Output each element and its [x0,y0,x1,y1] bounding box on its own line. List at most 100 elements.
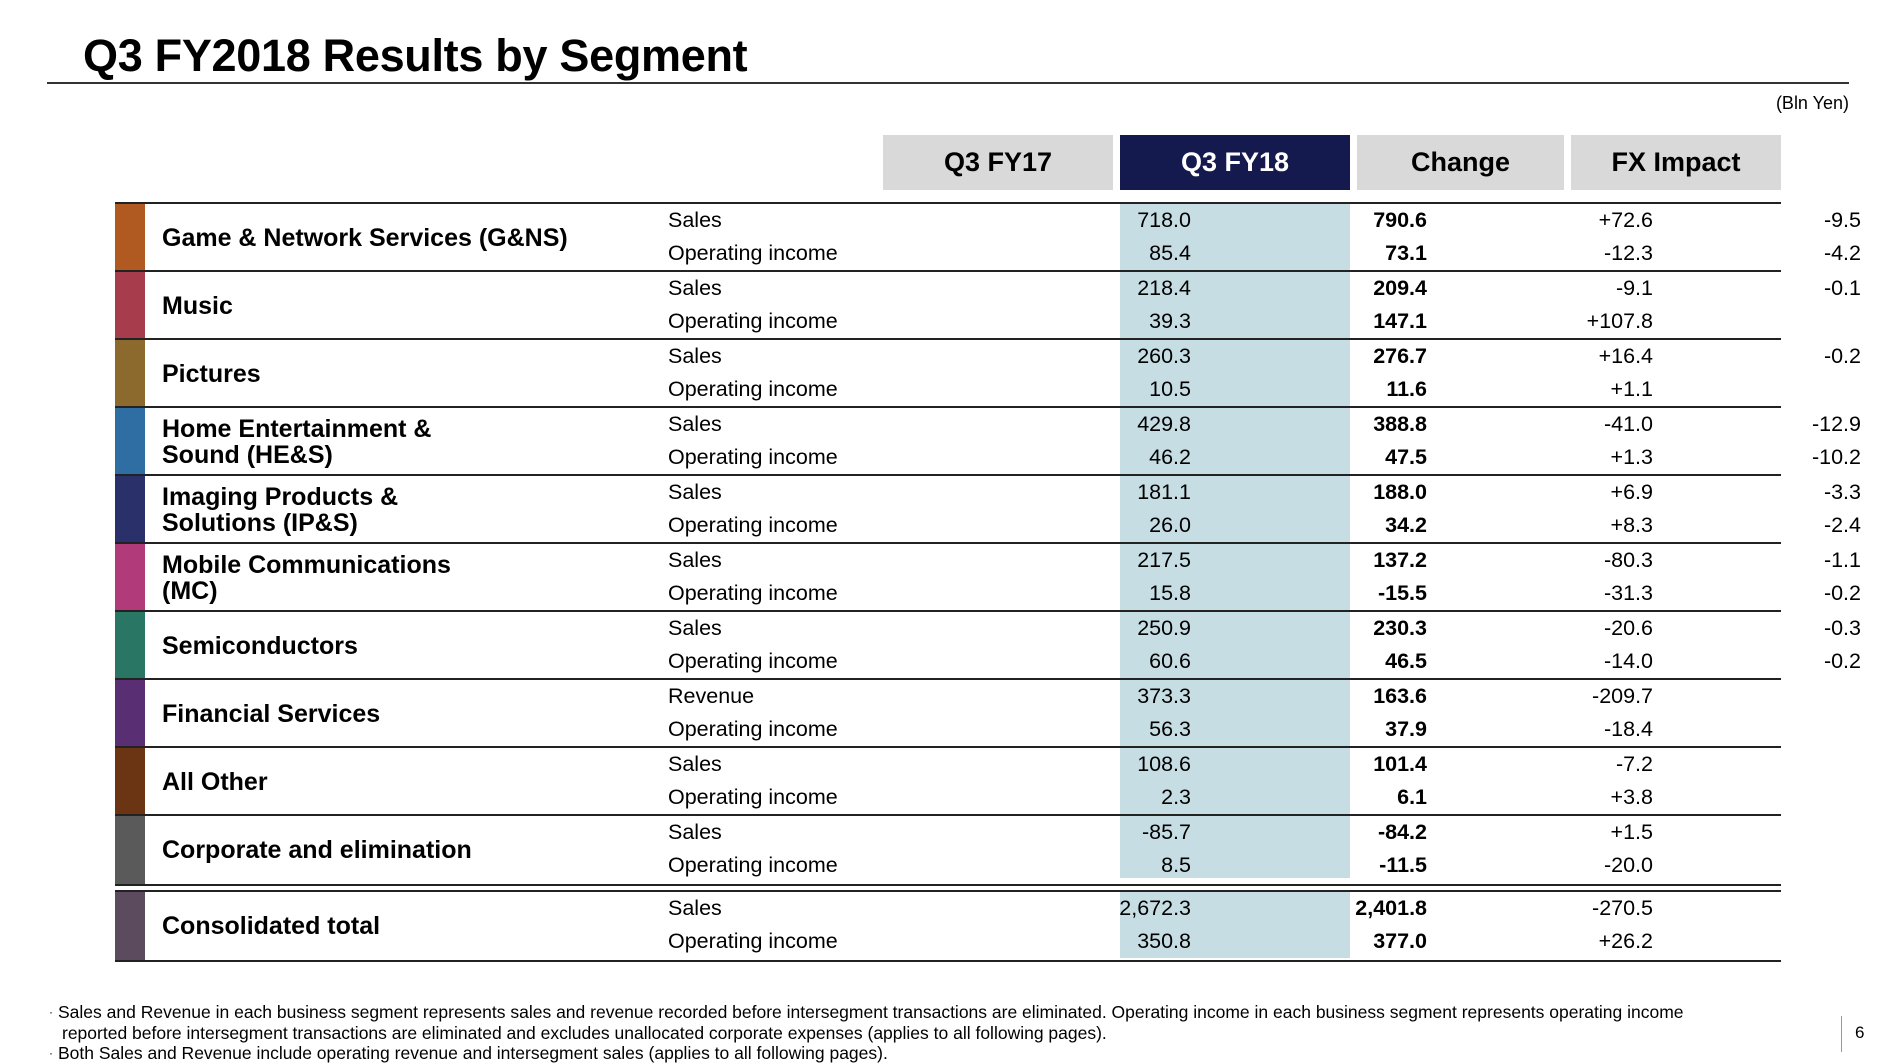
metric-line: Sales 429.8 388.8 -41.0 -12.9 [115,410,1861,444]
value-fx-impact: -0.2 [1823,344,1861,368]
value-q3-fy17: 350.8 [1137,929,1191,953]
metric-label: Sales [668,896,722,920]
metric-label: Operating income [668,377,838,401]
metric-line: Sales 718.0 790.6 +72.6 -9.5 [115,206,1861,240]
value-fx-impact: -0.1 [1823,276,1861,300]
metric-line: Operating income 46.2 47.5 +1.3 -10.2 [115,443,1861,477]
value-change: -18.4 [1603,717,1653,741]
metric-line: Sales 108.6 101.4 -7.2 [115,750,1781,784]
metric-label: Operating income [668,649,838,673]
value-change: +1.1 [1610,377,1653,401]
value-q3-fy17: 250.9 [1137,616,1191,640]
value-q3-fy18: -11.5 [1379,853,1427,877]
segment-row: Semiconductors Sales 250.9 230.3 -20.6 -0.3 Op… [115,610,1861,681]
segment-color-swatch [115,816,145,884]
value-change: +1.3 [1610,445,1653,469]
metric-line: Operating income 26.0 34.2 +8.3 -2.4 [115,511,1861,545]
metric-line: Operating income 60.6 46.5 -14.0 -0.2 [115,647,1861,681]
metric-label: Sales [668,548,722,572]
value-q3-fy17: 8.5 [1161,853,1191,877]
value-q3-fy17: 46.2 [1149,445,1191,469]
metric-label: Operating income [668,853,838,877]
value-q3-fy18: 47.5 [1385,445,1427,469]
value-q3-fy18: 163.6 [1373,684,1427,708]
page-number: 6 [1855,1023,1865,1042]
value-fx-impact: -4.2 [1823,241,1861,265]
metric-label: Operating income [668,581,838,605]
value-change: -9.1 [1615,276,1653,300]
metric-line: Sales 250.9 230.3 -20.6 -0.3 [115,614,1861,648]
value-q3-fy17: 718.0 [1137,208,1191,232]
highlight-column-band [1120,202,1350,878]
metric-line: Sales 2,672.3 2,401.8 -270.5 [115,894,1781,928]
metric-label: Sales [668,752,722,776]
metric-line: Sales 181.1 188.0 +6.9 -3.3 [115,478,1861,512]
metric-line: Operating income 15.8 -15.5 -31.3 -0.2 [115,579,1861,613]
metric-label: Operating income [668,785,838,809]
column-header-fx-impact: FX Impact [1571,135,1781,190]
segment-name: Corporate and elimination [162,836,472,864]
value-q3-fy17: 429.8 [1137,412,1191,436]
segment-name: Pictures [162,360,261,388]
value-q3-fy17: 15.8 [1149,581,1191,605]
value-q3-fy17: 10.5 [1149,377,1191,401]
value-change: -80.3 [1603,548,1653,572]
metric-line: Sales 260.3 276.7 +16.4 -0.2 [115,342,1861,376]
metric-line: Operating income 56.3 37.9 -18.4 [115,715,1781,749]
value-q3-fy17: 260.3 [1137,344,1191,368]
segment-color-swatch [115,204,145,272]
value-q3-fy17: 108.6 [1137,752,1191,776]
value-change: -14.0 [1603,649,1653,673]
value-q3-fy18: 790.6 [1373,208,1427,232]
segment-row: Corporate and elimination Sales -85.7 -84.2… [115,814,1781,886]
value-q3-fy18: -15.5 [1377,581,1427,605]
column-header-change: Change [1357,135,1564,190]
footnote-1-line-2: reported before intersegment transaction… [62,1022,1107,1043]
value-q3-fy17: 56.3 [1149,717,1191,741]
segment-color-swatch [115,680,145,748]
metric-label: Operating income [668,241,838,265]
value-change: +72.6 [1598,208,1653,232]
footnote-1: · Sales and Revenue in each business seg… [49,1002,1809,1023]
segment-row: Consolidated total Sales 2,672.3 2,401.8 -27… [115,890,1781,962]
metric-label: Operating income [668,929,838,953]
segment-row: Game & Network Services (G&NS) Sales 718.0… [115,202,1861,273]
value-q3-fy18: 101.4 [1373,752,1427,776]
segment-name: Home Entertainment & Sound (HE&S) [162,415,432,469]
segment-row: Home Entertainment & Sound (HE&S) Sales 42… [115,406,1861,477]
metric-label: Sales [668,344,722,368]
value-fx-impact: -3.3 [1823,480,1861,504]
value-change: -31.3 [1603,581,1653,605]
page-number-divider [1841,1016,1842,1052]
segment-color-swatch [115,272,145,340]
metric-line: Operating income 85.4 73.1 -12.3 -4.2 [115,239,1861,273]
value-change: +3.8 [1610,785,1653,809]
value-q3-fy17: 26.0 [1149,513,1191,537]
value-q3-fy18: 46.5 [1385,649,1427,673]
segment-color-swatch [115,408,145,476]
highlight-column-band-total [1120,890,1350,958]
segment-color-swatch [115,748,145,816]
value-change: +1.5 [1610,820,1653,844]
footnote-2-text: Both Sales and Revenue include operating… [58,1043,888,1063]
value-change: +107.8 [1586,309,1653,333]
metric-line: Operating income 350.8 377.0 +26.2 [115,927,1781,961]
value-change: +26.2 [1598,929,1653,953]
segment-color-swatch [115,340,145,408]
value-q3-fy18: 209.4 [1373,276,1427,300]
footnote-bullet: · [49,1046,53,1060]
segment-name: Imaging Products & Solutions (IP&S) [162,483,399,537]
segment-name: Consolidated total [162,912,381,940]
segment-row: All Other Sales 108.6 101.4 -7.2 Operating in… [115,746,1781,816]
value-q3-fy18: 137.2 [1373,548,1427,572]
metric-line: Sales 217.5 137.2 -80.3 -1.1 [115,546,1861,580]
metric-label: Sales [668,412,722,436]
value-change: -209.7 [1592,684,1653,708]
footnote-2: · Both Sales and Revenue include operati… [49,1043,1809,1064]
metric-label: Operating income [668,717,838,741]
value-q3-fy17: 39.3 [1149,309,1191,333]
metric-label: Sales [668,616,722,640]
value-change: +6.9 [1610,480,1653,504]
value-q3-fy18: -84.2 [1377,820,1427,844]
segment-row: Mobile Communications (MC) Sales 217.5 137.… [115,542,1861,613]
